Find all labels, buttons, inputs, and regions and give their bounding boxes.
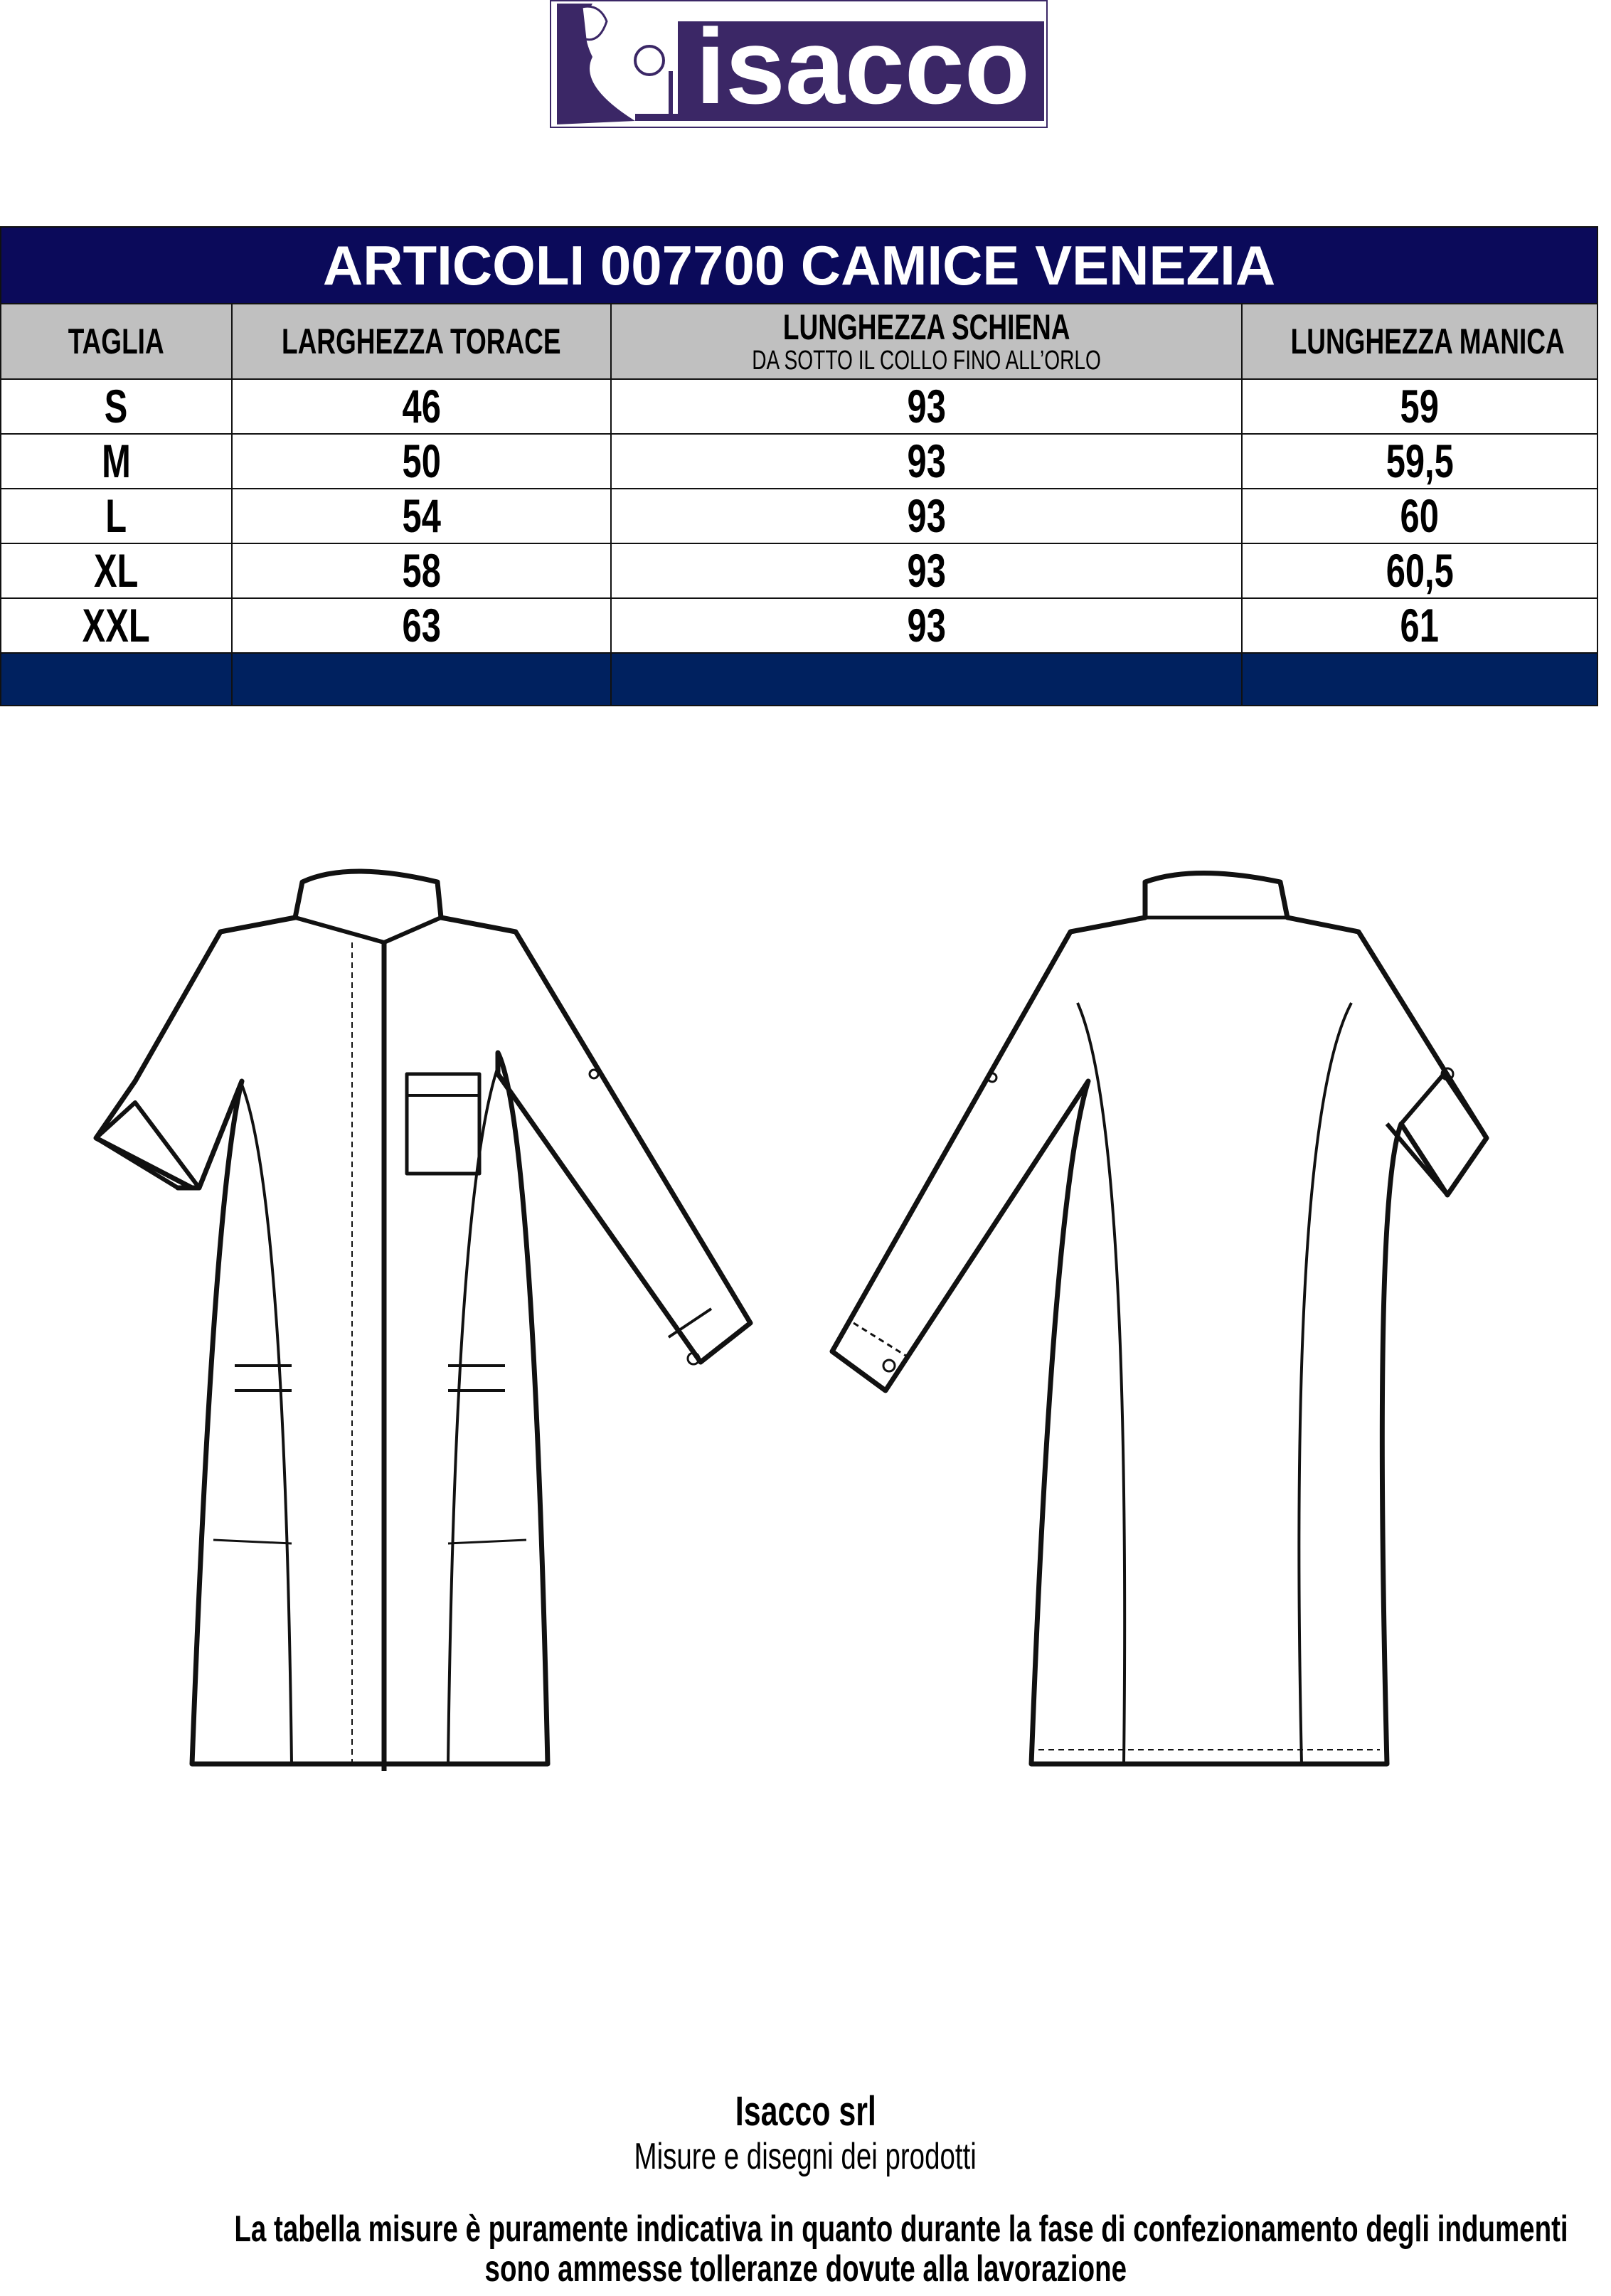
table-cell: 59 <box>1240 378 1599 435</box>
back-view-drawing <box>829 871 1489 1767</box>
table-cell: 46 <box>231 378 612 435</box>
table-row: XXL 63 93 61 <box>0 597 1599 654</box>
table-row: L 54 93 60 <box>0 488 1599 544</box>
front-view-drawing <box>93 868 753 1771</box>
table-cell: 58 <box>231 543 612 599</box>
table-cell: S <box>0 378 233 435</box>
table-cell: 59,5 <box>1240 433 1599 489</box>
table-row: XL 58 93 60,5 <box>0 543 1599 599</box>
table-row: S 46 93 59 <box>0 378 1599 435</box>
column-header: LUNGHEZZA SCHIENA DA SOTTO IL COLLO FINO … <box>610 303 1243 380</box>
table-cell: XXL <box>0 597 233 654</box>
column-header: LUNGHEZZA MANICA <box>1240 303 1599 380</box>
table-cell: 93 <box>610 378 1243 435</box>
table-cell: 93 <box>610 597 1243 654</box>
table-cell: 60 <box>1240 488 1599 544</box>
column-header-label: LUNGHEZZA MANICA <box>1290 321 1565 361</box>
company-name: Isacco srl <box>735 2088 876 2135</box>
table-cell: 93 <box>610 488 1243 544</box>
column-header-sublabel: DA SOTTO IL COLLO FINO ALL’ORLO <box>752 346 1101 376</box>
table-cell: L <box>0 488 233 544</box>
table-footer-band <box>0 652 1599 706</box>
isacco-logo: isacco <box>550 0 1048 128</box>
table-cell: 63 <box>231 597 612 654</box>
column-header-label: LARGHEZZA TORACE <box>282 321 561 361</box>
svg-text:isacco: isacco <box>696 6 1030 126</box>
table-cell: M <box>0 433 233 489</box>
table-cell: 93 <box>610 543 1243 599</box>
table-row: M 50 93 59,5 <box>0 433 1599 489</box>
table-cell: 93 <box>610 433 1243 489</box>
footer-subtitle: Misure e disegni dei prodotti <box>634 2136 977 2177</box>
table-cell: 60,5 <box>1240 543 1599 599</box>
column-header-label: LUNGHEZZA SCHIENA <box>782 307 1070 347</box>
table-cell: 50 <box>231 433 612 489</box>
table-cell: XL <box>0 543 233 599</box>
column-header: LARGHEZZA TORACE <box>231 303 612 380</box>
table-title: ARTICOLI 007700 CAMICE VENEZIA <box>0 226 1599 304</box>
size-chart-table: ARTICOLI 007700 CAMICE VENEZIA TAGLIA LAR… <box>0 226 1599 706</box>
disclaimer-line-2: sono ammesse tolleranze dovute alla lavo… <box>484 2248 1127 2290</box>
disclaimer-line-1: La tabella misure è puramente indicativa… <box>234 2209 1568 2250</box>
column-header-label: TAGLIA <box>68 321 164 361</box>
table-cell: 61 <box>1240 597 1599 654</box>
garment-technical-drawings <box>93 868 1489 1771</box>
column-header: TAGLIA <box>0 303 233 380</box>
table-cell: 54 <box>231 488 612 544</box>
